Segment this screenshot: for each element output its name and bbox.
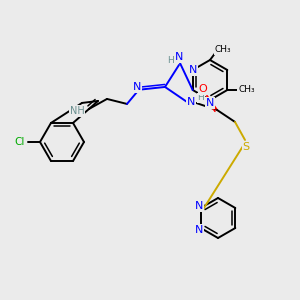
Text: H: H	[198, 93, 204, 102]
Text: CH₃: CH₃	[215, 46, 231, 55]
Text: H: H	[168, 56, 174, 65]
Text: N: N	[188, 65, 197, 75]
Text: NH: NH	[70, 106, 84, 116]
Text: CH₃: CH₃	[238, 85, 255, 94]
Text: N: N	[194, 225, 203, 235]
Text: N: N	[194, 201, 203, 211]
Text: O: O	[199, 84, 207, 94]
Text: N: N	[187, 97, 195, 107]
Text: Cl: Cl	[15, 137, 25, 147]
Text: N: N	[133, 82, 141, 92]
Text: N: N	[175, 52, 183, 62]
Text: N: N	[206, 98, 214, 108]
Text: S: S	[242, 142, 250, 152]
